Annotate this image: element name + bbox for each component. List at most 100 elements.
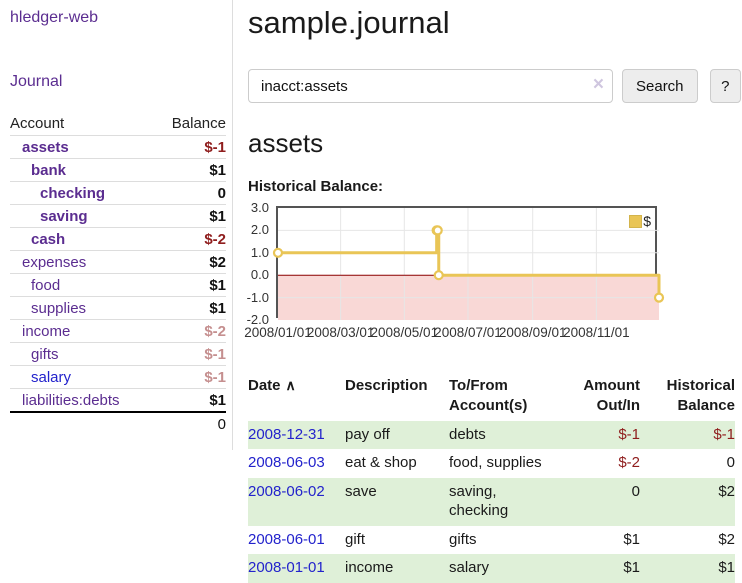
x-axis-tick-label: 2008/01/01 (244, 325, 312, 340)
page-title: sample.journal (248, 5, 450, 40)
account-balance: $-1 (154, 365, 226, 389)
account-link[interactable]: cash (31, 230, 66, 248)
column-header-date: Date ∧ (248, 377, 296, 394)
transaction-date-link[interactable]: 2008-01-01 (248, 559, 325, 577)
account-balance: $-2 (154, 227, 226, 251)
help-button[interactable]: ? (709, 69, 741, 103)
y-axis-tick-label: -2.0 (246, 312, 269, 327)
transaction-balance: $2 (718, 530, 735, 548)
column-header-to-from-account-s-: To/From Account(s) (449, 377, 528, 415)
transaction-accounts: debts (449, 425, 486, 443)
x-axis-tick-label: 2008/09/01 (498, 325, 567, 340)
account-row: checking 0 (10, 181, 226, 205)
y-axis-tick-label: 2.0 (250, 222, 269, 238)
transaction-date-link[interactable]: 2008-06-01 (248, 530, 325, 548)
account-link[interactable]: bank (31, 161, 67, 179)
account-row: food $1 (10, 273, 226, 297)
account-balance: 0 (154, 181, 226, 205)
transaction-description: pay off (345, 425, 390, 443)
column-header-historical-balance: Historical Balance (666, 377, 735, 415)
column-header-amount-out-in: Amount Out/In (583, 377, 640, 415)
transaction-description: eat & shop (345, 454, 417, 472)
transaction-date-cell: 2008-06-02 (248, 478, 345, 526)
transaction-row: 2008-12-31 pay off debts $-1 $-1 (248, 420, 735, 450)
transaction-accounts: gifts (449, 530, 477, 548)
account-balance: $1 (154, 273, 226, 297)
accounts-total-spacer (10, 411, 155, 435)
transaction-description: income (345, 559, 394, 577)
account-link[interactable]: checking (40, 184, 106, 202)
x-axis: 2008/01/01 2008/03/01 2008/05/01 2008/07/01… (244, 325, 659, 343)
main-content: sample.journal × Search ? assets Histori… (233, 0, 741, 583)
account-row: assets $-1 (10, 135, 226, 159)
chart-canvas (272, 208, 665, 320)
transaction-balance: $1 (718, 559, 735, 577)
search-input-wrap: × (248, 69, 613, 103)
transaction-description: save (345, 483, 377, 500)
y-axis-tick-label: 3.0 (250, 200, 269, 215)
search-button[interactable]: Search (622, 69, 698, 103)
sort-asc-icon: ∧ (285, 377, 296, 393)
account-balance: $-1 (154, 135, 226, 159)
transaction-date-link[interactable]: 2008-12-31 (248, 425, 325, 443)
chart-legend: $ (629, 213, 651, 229)
transaction-balance: 0 (726, 454, 735, 472)
transaction-balance: $-1 (713, 425, 735, 443)
account-link[interactable]: liabilities:debts (22, 391, 120, 409)
account-row: income $-2 (10, 319, 226, 343)
transaction-row: 2008-06-03 eat & shop food, supplies $-2 0 (248, 449, 735, 478)
accounts-header-account: Account (10, 115, 65, 132)
transaction-date-link[interactable]: 2008-06-03 (248, 454, 325, 472)
transaction-date-link[interactable]: 2008-06-02 (248, 483, 325, 500)
accounts-header-balance: Balance (171, 115, 226, 132)
account-balance: $2 (154, 250, 226, 274)
transaction-row: 2008-06-01 gift gifts $1 $2 (248, 526, 735, 555)
account-row: liabilities:debts $1 (10, 388, 226, 412)
account-balance: $-2 (154, 319, 226, 343)
clear-search-icon[interactable]: × (592, 74, 604, 95)
transaction-amount: $1 (623, 559, 640, 577)
account-link[interactable]: expenses (22, 253, 87, 271)
account-balance: $-1 (154, 342, 226, 366)
account-row: supplies $1 (10, 296, 226, 320)
transaction-amount: 0 (631, 483, 640, 500)
accounts-total-row: 0 (10, 411, 226, 435)
x-axis-tick-label: 2008/03/01 (306, 325, 375, 340)
x-axis-tick-label: 2008/07/01 (434, 325, 502, 340)
y-axis: 3.0 2.0 1.0 0.0 -1.0 -2.0 (246, 201, 272, 327)
column-header-description: Description (345, 377, 428, 394)
search-form: × Search ? (248, 69, 741, 103)
transaction-date-cell: 2008-06-01 (248, 526, 345, 555)
account-balance: $1 (154, 296, 226, 320)
accounts-total-balance: 0 (154, 411, 226, 435)
account-link[interactable]: assets (22, 138, 69, 156)
account-row: expenses $2 (10, 250, 226, 274)
sidebar-item-journal[interactable]: Journal (10, 73, 63, 90)
transaction-amount: $-1 (618, 425, 640, 443)
transaction-balance: $2 (718, 483, 735, 500)
account-balance: $1 (154, 388, 226, 412)
y-axis-tick-label: -1.0 (246, 289, 269, 305)
transaction-row: 2008-01-01 income salary $1 $1 (248, 554, 735, 583)
account-link[interactable]: gifts (31, 345, 59, 363)
account-link[interactable]: food (31, 276, 61, 294)
account-link[interactable]: saving (40, 207, 88, 225)
legend-label: $ (643, 213, 651, 229)
y-axis-tick-label: 0.0 (250, 267, 269, 283)
historical-balance-chart: 3.0 2.0 1.0 0.0 -1.0 -2.0 $ 2008/01/01 2008/03… (244, 201, 741, 352)
brand-link[interactable]: hledger-web (10, 9, 99, 26)
transaction-accounts: salary (449, 559, 490, 577)
account-row: cash $-2 (10, 227, 226, 251)
account-link[interactable]: salary (31, 368, 72, 386)
transaction-accounts: food, supplies (449, 454, 542, 472)
accounts-table: Account Balance assets $-1 bank $1 check… (10, 112, 226, 435)
chart-title: Historical Balance: (248, 178, 384, 195)
account-row: bank $1 (10, 158, 226, 182)
sidebar: hledger-web Journal Account Balance asse… (0, 0, 233, 450)
legend-swatch-icon (629, 214, 643, 228)
account-link[interactable]: income (22, 322, 71, 340)
search-input[interactable] (248, 69, 613, 103)
account-link[interactable]: supplies (31, 299, 87, 317)
transaction-amount: $-2 (618, 454, 640, 472)
plot-area: $ (272, 206, 665, 320)
